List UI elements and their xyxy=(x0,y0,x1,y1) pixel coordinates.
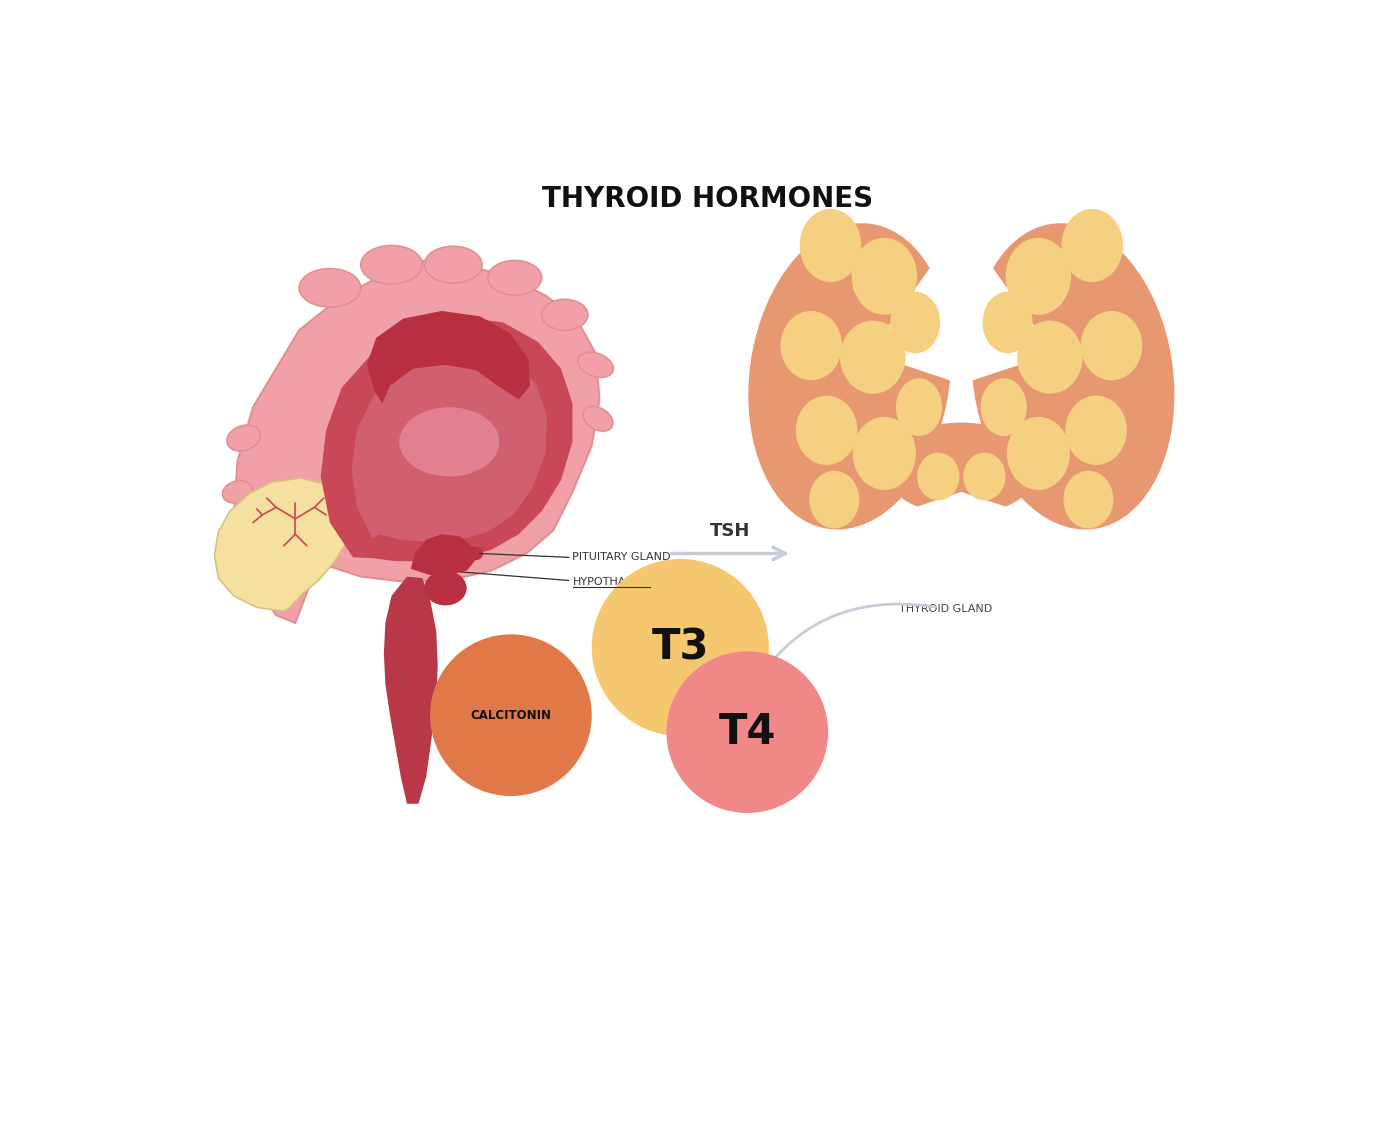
Ellipse shape xyxy=(299,268,360,307)
Ellipse shape xyxy=(1017,321,1083,394)
Text: PITUITARY GLAND: PITUITARY GLAND xyxy=(573,552,671,563)
Ellipse shape xyxy=(981,379,1027,436)
Ellipse shape xyxy=(799,209,861,282)
Ellipse shape xyxy=(424,246,482,283)
Circle shape xyxy=(667,652,828,814)
Text: HYPOTHALAMUS: HYPOTHALAMUS xyxy=(573,577,665,586)
Ellipse shape xyxy=(809,471,860,528)
Polygon shape xyxy=(384,576,437,803)
Ellipse shape xyxy=(360,245,422,284)
Ellipse shape xyxy=(885,422,1038,515)
Polygon shape xyxy=(891,492,1031,584)
Circle shape xyxy=(592,559,769,736)
Text: THYROID HORMONES: THYROID HORMONES xyxy=(542,185,872,213)
Ellipse shape xyxy=(748,224,951,529)
Ellipse shape xyxy=(542,299,588,330)
Ellipse shape xyxy=(226,424,261,451)
Text: TSH: TSH xyxy=(711,521,751,540)
Ellipse shape xyxy=(582,406,613,431)
Polygon shape xyxy=(869,245,1054,385)
Ellipse shape xyxy=(890,292,940,354)
Ellipse shape xyxy=(487,260,542,296)
Ellipse shape xyxy=(1061,209,1123,282)
Polygon shape xyxy=(233,261,599,623)
Ellipse shape xyxy=(853,416,916,489)
Ellipse shape xyxy=(963,453,1006,501)
Ellipse shape xyxy=(1065,396,1127,464)
Text: T4: T4 xyxy=(719,711,776,753)
Ellipse shape xyxy=(243,556,286,583)
Polygon shape xyxy=(411,534,475,575)
Ellipse shape xyxy=(1007,416,1070,489)
Text: CALCITONIN: CALCITONIN xyxy=(471,709,552,722)
Ellipse shape xyxy=(466,547,483,560)
Ellipse shape xyxy=(424,570,466,606)
Circle shape xyxy=(431,634,592,796)
Ellipse shape xyxy=(1081,311,1143,380)
Ellipse shape xyxy=(399,407,500,477)
Ellipse shape xyxy=(578,353,613,378)
Ellipse shape xyxy=(972,224,1174,529)
Ellipse shape xyxy=(918,453,959,501)
Ellipse shape xyxy=(983,292,1032,354)
Polygon shape xyxy=(320,316,573,561)
Ellipse shape xyxy=(1006,237,1071,315)
Ellipse shape xyxy=(896,379,943,436)
Text: THYROID GLAND: THYROID GLAND xyxy=(900,604,992,614)
Ellipse shape xyxy=(851,237,918,315)
Polygon shape xyxy=(352,346,546,542)
Ellipse shape xyxy=(222,480,253,503)
Polygon shape xyxy=(214,478,352,612)
Text: T3: T3 xyxy=(651,626,709,669)
Ellipse shape xyxy=(1064,471,1114,528)
Ellipse shape xyxy=(840,321,905,394)
Polygon shape xyxy=(367,311,530,403)
Ellipse shape xyxy=(796,396,857,464)
Ellipse shape xyxy=(781,311,842,380)
